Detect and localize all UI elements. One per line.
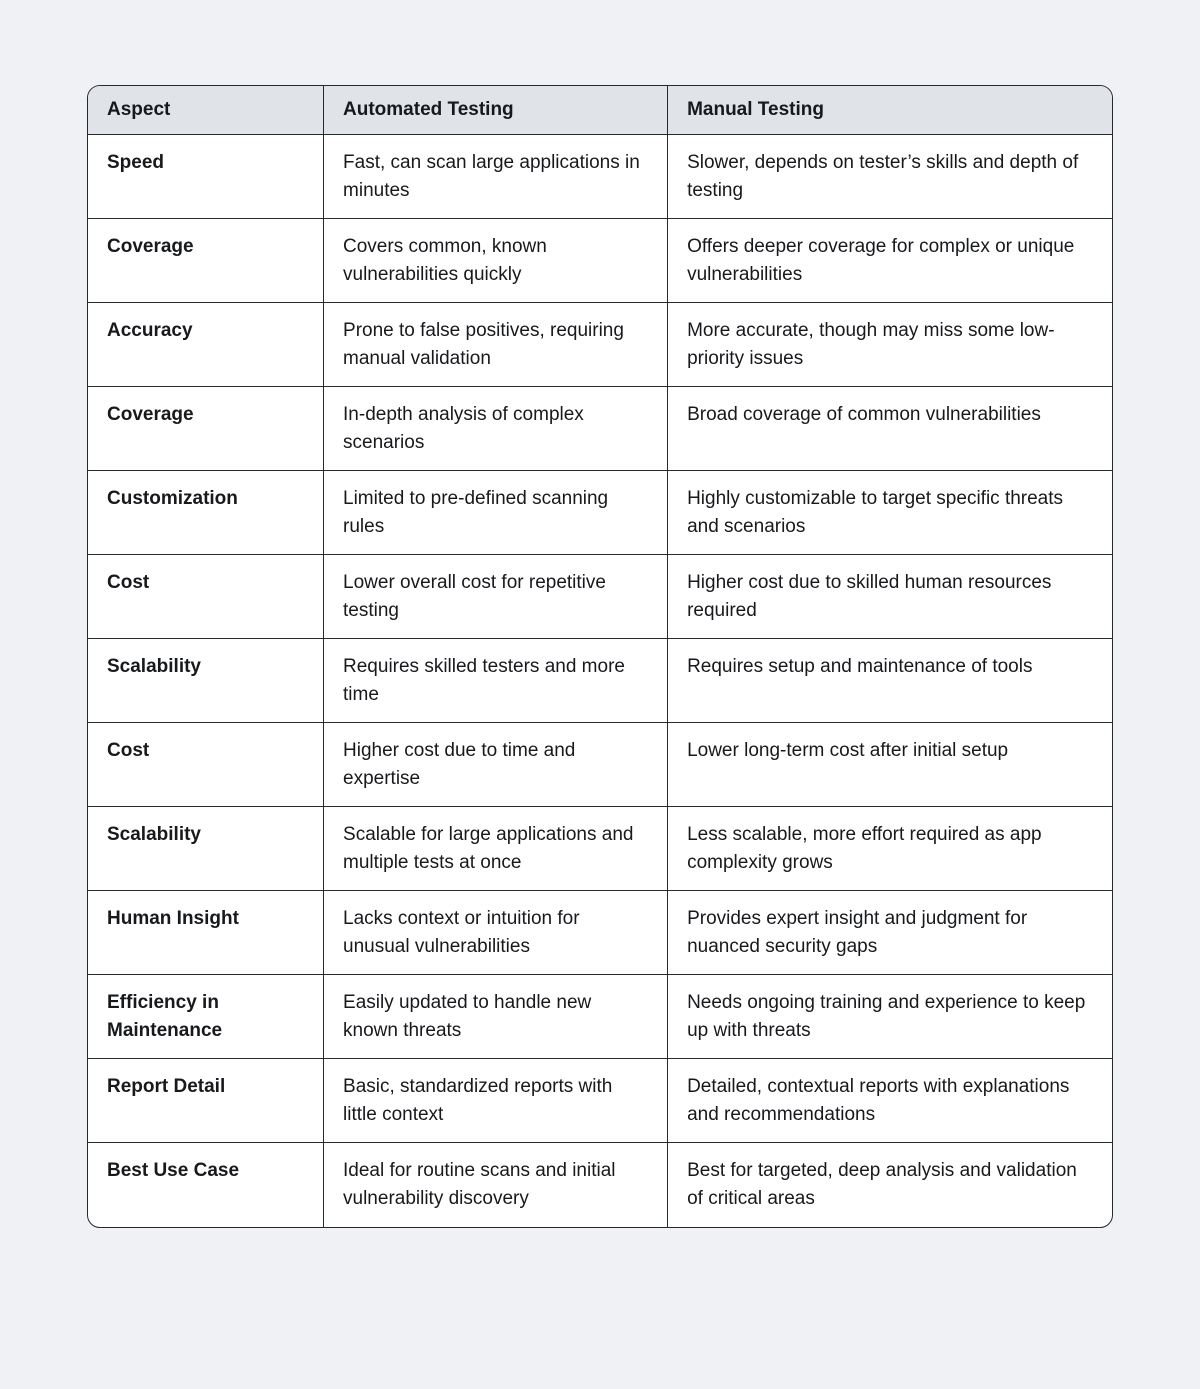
manual-cell: Offers deeper coverage for complex or un… [667, 218, 1112, 303]
automated-cell: Requires skilled testers and more time [323, 638, 668, 723]
aspect-cell: Coverage [88, 218, 324, 303]
manual-cell: Higher cost due to skilled human resourc… [667, 554, 1112, 639]
automated-cell: Limited to pre-defined scanning rules [323, 470, 668, 555]
header-manual-testing: Manual Testing [667, 86, 1112, 135]
automated-cell: Easily updated to handle new known threa… [323, 974, 668, 1059]
aspect-cell: Speed [107, 152, 165, 173]
automated-cell: Lower overall cost for repetitive testin… [323, 554, 668, 639]
automated-cell: Lacks context or intuition for unusual v… [323, 890, 668, 975]
automated-cell: Ideal for routine scans and initial vuln… [323, 1142, 668, 1227]
manual-cell: Best for targeted, deep analysis and val… [667, 1142, 1112, 1227]
table-row: Scalability Requires skilled testers and … [88, 638, 1112, 723]
table-row: Efficiency in Maintenance Easily updated … [88, 974, 1112, 1059]
manual-cell: More accurate, though may miss some low-… [667, 302, 1112, 387]
manual-cell: Provides expert insight and judgment for… [667, 890, 1112, 975]
aspect-cell: Human Insight [88, 890, 324, 975]
automated-cell: Higher cost due to time and expertise [323, 722, 668, 807]
aspect-cell: Coverage [88, 386, 324, 471]
manual-cell: Requires setup and maintenance of tools [667, 638, 1112, 723]
aspect-cell: Efficiency in Maintenance [88, 974, 324, 1059]
table-body: Speed Fast, can scan large applications i… [88, 134, 1112, 1227]
table-row: Cost Lower overall cost for repetitive te… [88, 554, 1112, 639]
automated-cell: Basic, standardized reports with little … [323, 1058, 668, 1143]
manual-cell: Lower long-term cost after initial setup [667, 722, 1112, 807]
automated-cell: Scalable for large applications and mult… [323, 806, 668, 891]
aspect-cell: Scalability [88, 638, 324, 723]
aspect-cell: Best Use Case [88, 1142, 324, 1227]
manual-cell: Detailed, contextual reports with explan… [667, 1058, 1112, 1143]
table-row: Best Use Case Ideal for routine scans and… [88, 1142, 1112, 1227]
table-row: Coverage Covers common, known vulnerabili… [88, 218, 1112, 303]
table-row: Customization Limited to pre-defined scan… [88, 470, 1112, 555]
aspect-cell: Report Detail [88, 1058, 324, 1143]
automated-cell: In-depth analysis of complex scenarios [323, 386, 668, 471]
manual-cell: Highly customizable to target specific t… [667, 470, 1112, 555]
header-automated-testing: Automated Testing [323, 86, 668, 135]
comparison-table-card: Aspect Automated Testing Manual Testing … [87, 85, 1113, 1228]
manual-cell: Less scalable, more effort required as a… [667, 806, 1112, 891]
table-row: Coverage In-depth analysis of complex sce… [88, 386, 1112, 471]
manual-cell: Broad coverage of common vulnerabilities [667, 386, 1112, 471]
table-header-row: Aspect Automated Testing Manual Testing [88, 86, 1112, 135]
table-row: Accuracy Prone to false positives, requir… [88, 302, 1112, 387]
aspect-cell: Customization [88, 470, 324, 555]
manual-cell: Slower, depends on tester’s skills and d… [667, 134, 1112, 219]
aspect-cell: Cost [88, 722, 324, 807]
automated-cell: Fast, can scan large applications in min… [323, 134, 668, 219]
automated-cell: Covers common, known vulnerabilities qui… [323, 218, 668, 303]
table-row: Human Insight Lacks context or intuition … [88, 890, 1112, 975]
automated-cell: Prone to false positives, requiring manu… [323, 302, 668, 387]
table-row: Scalability Scalable for large applicatio… [88, 806, 1112, 891]
table-row: Report Detail Basic, standardized reports… [88, 1058, 1112, 1143]
aspect-cell: Accuracy [88, 302, 324, 387]
aspect-cell: Scalability [88, 806, 324, 891]
testing-comparison-table: Aspect Automated Testing Manual Testing … [88, 86, 1112, 1227]
table-row: Cost Higher cost due to time and expertis… [88, 722, 1112, 807]
manual-cell: Needs ongoing training and experience to… [667, 974, 1112, 1059]
header-aspect: Aspect [88, 86, 324, 135]
table-row: Speed Fast, can scan large applications i… [88, 134, 1112, 219]
aspect-cell: Cost [88, 554, 324, 639]
